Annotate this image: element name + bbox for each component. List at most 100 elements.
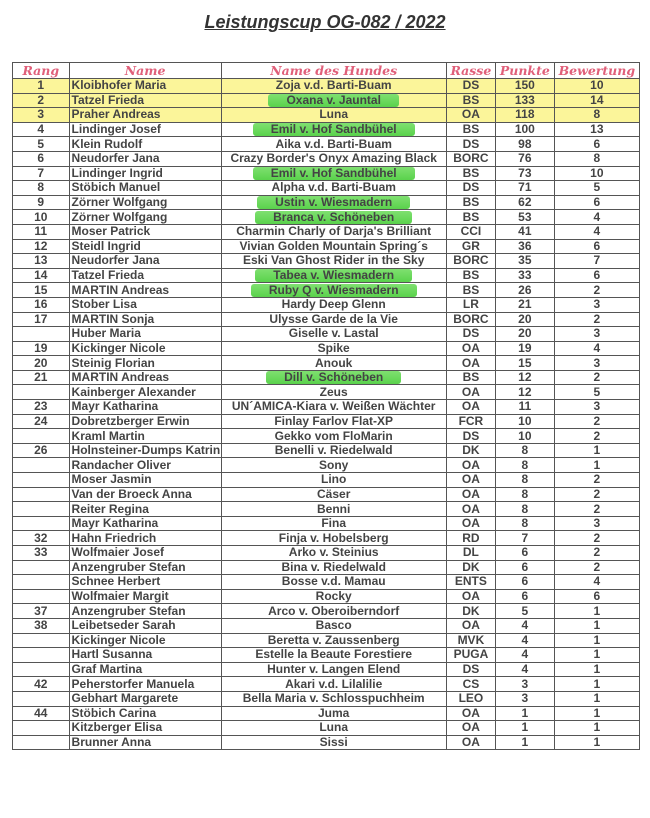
- cell-bewertung: 1: [553, 457, 641, 474]
- cell-name: Brunner Anna: [68, 734, 222, 751]
- cell-rasse: DS: [445, 78, 497, 94]
- highlighted-dog-name: Emil v. Hof Sandbühel: [252, 123, 415, 136]
- table-row: 14 Tatzel Frieda Tabea v. Wiesmadern BS 33 6: [12, 267, 641, 284]
- cell-hund: Hunter v. Langen Elend: [220, 661, 447, 678]
- cell-rang: 24: [12, 413, 70, 430]
- cell-punkte: 98: [495, 136, 555, 152]
- cell-rasse: OA: [445, 617, 497, 634]
- cell-punkte: 12: [495, 384, 555, 401]
- table-row: 2 Tatzel Frieda Oxana v. Jauntal BS 133 14: [12, 92, 641, 109]
- highlighted-dog-name: Emil v. Hof Sandbühel: [252, 167, 415, 180]
- cell-hund: Rocky: [220, 588, 447, 605]
- cell-rasse: BS: [445, 121, 497, 138]
- table-row: Moser Jasmin Lino OA 8 2: [12, 472, 641, 488]
- cell-hund: Emil v. Hof Sandbühel: [220, 165, 447, 182]
- table-row: 23 Mayr Katharina UN´AMICA-Kiara v. Weißen…: [12, 399, 641, 415]
- cell-rasse: OA: [445, 734, 497, 751]
- cell-name: Neudorfer Jana: [68, 253, 222, 269]
- cell-bewertung: 2: [553, 311, 641, 328]
- header-rang: Rang: [12, 62, 70, 79]
- cell-rang: 2: [12, 92, 70, 109]
- cell-punkte: 1: [495, 734, 555, 751]
- table-row: 21 MARTIN Andreas Dill v. Schöneben BS 12 2: [12, 369, 641, 386]
- table-row: Schnee Herbert Bosse v.d. Mamau ENTS 6 4: [12, 574, 641, 590]
- cell-hund: Aika v.d. Barti-Buam: [220, 136, 447, 152]
- cell-name: Steidl Ingrid: [68, 238, 222, 255]
- table-row: Kitzberger Elisa Luna OA 1 1: [12, 720, 641, 736]
- cell-name: Mayr Katharina: [68, 515, 222, 532]
- cell-punkte: 12: [495, 369, 555, 386]
- cell-punkte: 53: [495, 209, 555, 225]
- cell-bewertung: 1: [553, 661, 641, 678]
- cell-bewertung: 2: [553, 501, 641, 517]
- table-row: Wolfmaier Margit Rocky OA 6 6: [12, 588, 641, 605]
- cell-punkte: 8: [495, 472, 555, 488]
- cell-rang: [12, 472, 70, 488]
- cell-name: MARTIN Andreas: [68, 369, 222, 386]
- cell-name: Kickinger Nicole: [68, 632, 222, 649]
- cell-rang: 5: [12, 136, 70, 152]
- cell-rasse: OA: [445, 340, 497, 357]
- cell-name: Dobretzberger Erwin: [68, 413, 222, 430]
- cell-rasse: ENTS: [445, 574, 497, 590]
- cell-punkte: 8: [495, 442, 555, 459]
- cell-rasse: OA: [445, 399, 497, 415]
- header-name: Name: [68, 62, 222, 79]
- cell-punkte: 118: [495, 107, 555, 123]
- cell-bewertung: 2: [553, 282, 641, 298]
- cell-hund: Crazy Border's Onyx Amazing Black: [220, 150, 447, 167]
- cell-bewertung: 3: [553, 515, 641, 532]
- cell-bewertung: 3: [553, 296, 641, 313]
- cell-punkte: 6: [495, 574, 555, 590]
- cell-name: Zörner Wolfgang: [68, 209, 222, 225]
- cell-hund: Fina: [220, 515, 447, 532]
- table-row: 3 Praher Andreas Luna OA 118 8: [12, 107, 641, 123]
- cell-name: Hahn Friedrich: [68, 530, 222, 546]
- cell-hund: Eski Van Ghost Rider in the Sky: [220, 253, 447, 269]
- cell-punkte: 10: [495, 413, 555, 430]
- cell-punkte: 35: [495, 253, 555, 269]
- cell-rasse: BS: [445, 165, 497, 182]
- cell-rang: 23: [12, 399, 70, 415]
- highlighted-dog-name: Ustin v. Wiesmadern: [257, 196, 411, 209]
- cell-rasse: DS: [445, 136, 497, 152]
- cell-bewertung: 2: [553, 530, 641, 546]
- cell-bewertung: 2: [553, 428, 641, 444]
- cell-punkte: 4: [495, 617, 555, 634]
- cell-hund: Emil v. Hof Sandbühel: [220, 121, 447, 138]
- cell-hund: Basco: [220, 617, 447, 634]
- table-row: 42 Peherstorfer Manuela Akari v.d. Lilalil…: [12, 676, 641, 692]
- table-row: Van der Broeck Anna Cäser OA 8 2: [12, 486, 641, 503]
- table-row: Gebhart Margarete Bella Maria v. Schlossp…: [12, 690, 641, 707]
- cell-name: Tatzel Frieda: [68, 92, 222, 109]
- table-row: 11 Moser Patrick Charmin Charly of Darja's…: [12, 223, 641, 240]
- cell-rang: [12, 588, 70, 605]
- cell-rang: 37: [12, 603, 70, 619]
- cell-punkte: 10: [495, 428, 555, 444]
- cell-punkte: 6: [495, 545, 555, 561]
- cell-name: Peherstorfer Manuela: [68, 676, 222, 692]
- table-row: Huber Maria Giselle v. Lastal DS 20 3: [12, 326, 641, 342]
- cell-hund: Zeus: [220, 384, 447, 401]
- cell-name: Wolfmaier Margit: [68, 588, 222, 605]
- cell-rang: [12, 384, 70, 401]
- table-row: 9 Zörner Wolfgang Ustin v. Wiesmadern BS 62 6: [12, 194, 641, 211]
- cell-rasse: DS: [445, 326, 497, 342]
- cell-rang: 13: [12, 253, 70, 269]
- cell-rasse: BS: [445, 92, 497, 109]
- cell-rasse: PUGA: [445, 647, 497, 663]
- cell-rang: [12, 326, 70, 342]
- cell-punkte: 8: [495, 515, 555, 532]
- cell-bewertung: 6: [553, 588, 641, 605]
- cell-punkte: 4: [495, 647, 555, 663]
- cell-rang: [12, 690, 70, 707]
- cell-bewertung: 1: [553, 705, 641, 722]
- highlighted-dog-name: Oxana v. Jauntal: [268, 94, 399, 107]
- cell-name: Kraml Martin: [68, 428, 222, 444]
- cell-name: Stöbich Carina: [68, 705, 222, 722]
- table-row: Reiter Regina Benni OA 8 2: [12, 501, 641, 517]
- cell-name: Kainberger Alexander: [68, 384, 222, 401]
- cell-punkte: 3: [495, 676, 555, 692]
- cell-name: Tatzel Frieda: [68, 267, 222, 284]
- cell-bewertung: 1: [553, 442, 641, 459]
